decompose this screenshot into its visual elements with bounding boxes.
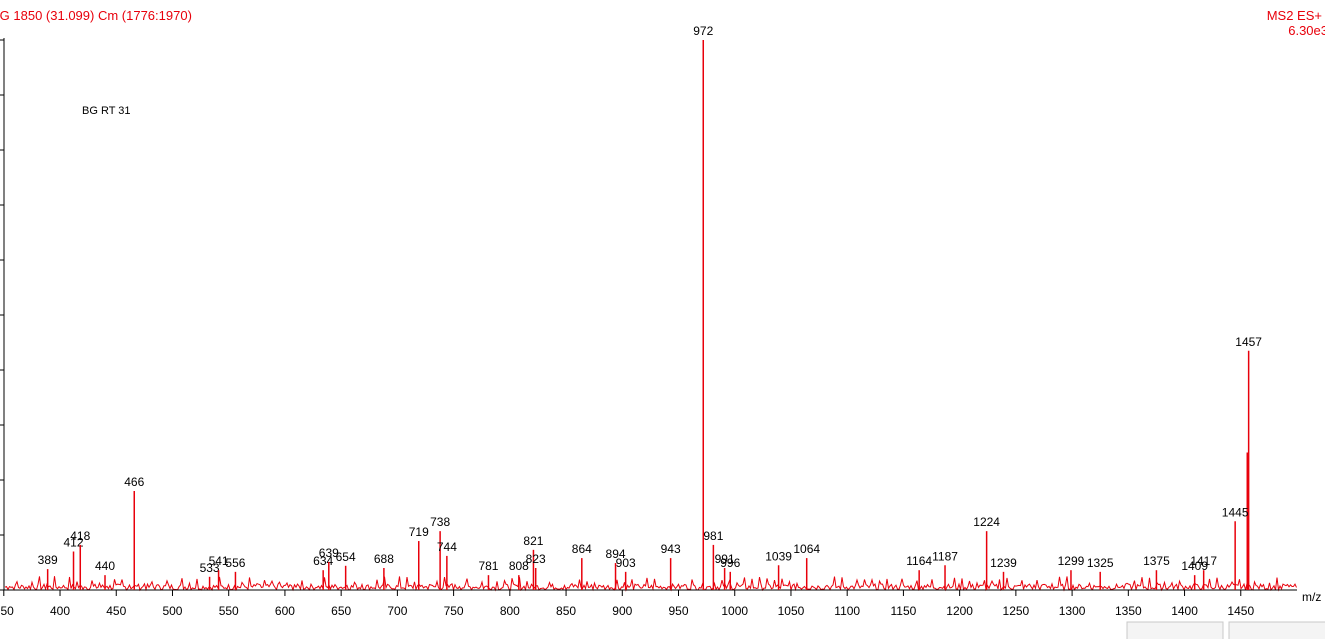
peak-label: 943: [661, 542, 681, 556]
peak-label: 556: [225, 556, 245, 570]
x-tick-label: 900: [612, 604, 632, 618]
peak-label: 1457: [1235, 335, 1262, 349]
peak-label: 864: [572, 542, 592, 556]
peak-label: 996: [720, 556, 740, 570]
x-tick-label: 1150: [891, 604, 917, 618]
peak-label: 738: [430, 515, 450, 529]
peak-label: 654: [336, 550, 356, 564]
peak-label: 440: [95, 559, 115, 573]
x-tick-label: 1050: [778, 604, 805, 618]
peak-label: 903: [616, 556, 636, 570]
x-axis-label: m/z: [1302, 590, 1321, 604]
x-tick-label: 650: [331, 604, 351, 618]
peak-label: 688: [374, 552, 394, 566]
x-tick-label: 1450: [1227, 604, 1254, 618]
peak-label: 823: [526, 552, 546, 566]
x-tick-label: 850: [556, 604, 576, 618]
baseline-noise: [4, 576, 1297, 592]
peak-label: 533: [200, 561, 220, 575]
x-tick-label: 450: [106, 604, 126, 618]
x-tick-label: 1400: [1171, 604, 1198, 618]
x-tick-label: 1100: [834, 604, 860, 618]
peak-label: 744: [437, 540, 457, 554]
peak-label: 1299: [1058, 554, 1085, 568]
peak-label: 541: [209, 554, 229, 568]
status-box: [1228, 621, 1325, 639]
x-tick-label: 350: [0, 604, 14, 618]
peak-label: 991: [715, 552, 735, 566]
x-tick-label: 1250: [1003, 604, 1030, 618]
peak-label: 821: [523, 534, 543, 548]
x-tick-label: 1000: [721, 604, 748, 618]
annotation: BG RT 31: [82, 105, 131, 117]
peak-label: 894: [606, 547, 626, 561]
peak-label: 981: [703, 529, 723, 543]
x-tick-label: 1350: [1115, 604, 1142, 618]
peak-label: 1239: [990, 556, 1017, 570]
peak-label: 1325: [1087, 556, 1114, 570]
peak-label: 1409: [1181, 559, 1208, 573]
x-tick-label: 400: [50, 604, 70, 618]
peak-label: 466: [124, 475, 144, 489]
peak-label: 639: [319, 546, 339, 560]
peak-label: 781: [478, 559, 498, 573]
peak-label: 1445: [1222, 505, 1249, 519]
x-tick-label: 500: [162, 604, 182, 618]
x-tick-label: 950: [668, 604, 688, 618]
peak-label: 1187: [932, 549, 958, 563]
x-tick-label: 550: [219, 604, 239, 618]
x-tick-label: 700: [387, 604, 407, 618]
x-tick-label: 800: [500, 604, 520, 618]
peak-label: 412: [64, 536, 84, 550]
peak-label: 719: [409, 525, 429, 539]
peak-label: 1064: [793, 542, 820, 556]
peak-label: 808: [509, 559, 529, 573]
peak-label: 1224: [973, 515, 1000, 529]
max-intensity: 6.30e3: [1288, 23, 1325, 38]
scan-mode: MS2 ES+: [1267, 8, 1322, 23]
x-tick-label: 1300: [1059, 604, 1086, 618]
x-tick-label: 750: [444, 604, 464, 618]
peak-label: 972: [693, 24, 713, 38]
status-box: [1126, 621, 1224, 639]
peak-label: 1417: [1190, 554, 1217, 568]
peak-label: 389: [38, 553, 58, 567]
peak-label: 1039: [765, 549, 792, 563]
chart-title: BG 1850 (31.099) Cm (1776:1970): [0, 8, 192, 23]
peak-label: 1375: [1143, 554, 1170, 568]
peak-label: 1164: [906, 554, 932, 568]
x-tick-label: 600: [275, 604, 295, 618]
peak-label: 418: [70, 529, 90, 543]
x-tick-label: 1200: [946, 604, 973, 618]
